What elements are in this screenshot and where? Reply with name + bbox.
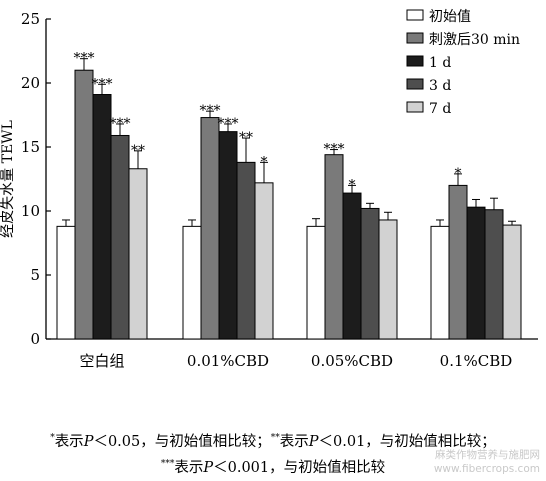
significance-mark: * (349, 177, 356, 193)
bar (128, 168, 148, 340)
x-tick-label: 空白组 (79, 352, 124, 370)
significance-mark: *** (74, 51, 95, 67)
bar (236, 161, 256, 340)
significance-mark: ** (131, 143, 145, 159)
bar (254, 182, 274, 340)
y-tick-label: 0 (30, 330, 40, 348)
bar (430, 225, 450, 340)
watermark-url: www.fibercrops.com (433, 463, 540, 475)
bar (502, 224, 522, 340)
bar (182, 225, 202, 340)
legend-label: 3 d (429, 78, 451, 94)
y-tick-label: 5 (30, 266, 40, 284)
bar (306, 225, 326, 340)
x-tick-label: 0.01%CBD (187, 352, 269, 370)
bar (324, 154, 344, 340)
significance-mark: ** (239, 130, 253, 146)
significance-mark: * (261, 154, 268, 170)
legend-swatch (406, 9, 424, 21)
significance-mark: *** (92, 76, 113, 92)
bar (378, 219, 398, 340)
bar (484, 209, 504, 340)
x-tick-label: 0.1%CBD (440, 352, 513, 370)
legend-label: 7 d (429, 101, 451, 117)
significance-mark: *** (324, 142, 345, 158)
significance-mark: *** (218, 116, 239, 132)
legend-swatch (406, 55, 424, 67)
bar (74, 69, 94, 340)
bar (200, 117, 220, 340)
bar (92, 94, 112, 340)
significance-mark: * (455, 166, 462, 182)
bar (466, 206, 486, 340)
legend-swatch (406, 32, 424, 44)
y-tick-label: 20 (21, 74, 40, 92)
footnote-line-1: *表示P＜0.05，与初始值相比较；**表示P＜0.01，与初始值相比较； (50, 433, 496, 450)
bar (342, 192, 362, 340)
y-tick-label: 25 (21, 10, 40, 28)
y-axis-label: 经皮失水量 TEWL (0, 120, 16, 238)
bar (56, 225, 76, 340)
footnote-line-2: ***表示P＜0.001，与初始值相比较 (160, 459, 386, 476)
significance-mark: *** (200, 103, 221, 119)
significance-mark: *** (110, 116, 131, 132)
bar (448, 184, 468, 340)
legend-label: 1 d (429, 55, 451, 71)
bar (218, 131, 238, 340)
legend-swatch (406, 101, 424, 113)
y-tick-label: 15 (21, 138, 40, 156)
bar (360, 207, 380, 340)
bar (110, 134, 130, 340)
watermark-site-name: 麻类作物营养与施肥网 (435, 449, 540, 461)
y-tick-label: 10 (21, 202, 40, 220)
legend-swatch (406, 78, 424, 90)
x-tick-label: 0.05%CBD (311, 352, 393, 370)
legend-label: 初始值 (429, 8, 471, 25)
legend-label: 刺激后30 min (429, 31, 520, 48)
